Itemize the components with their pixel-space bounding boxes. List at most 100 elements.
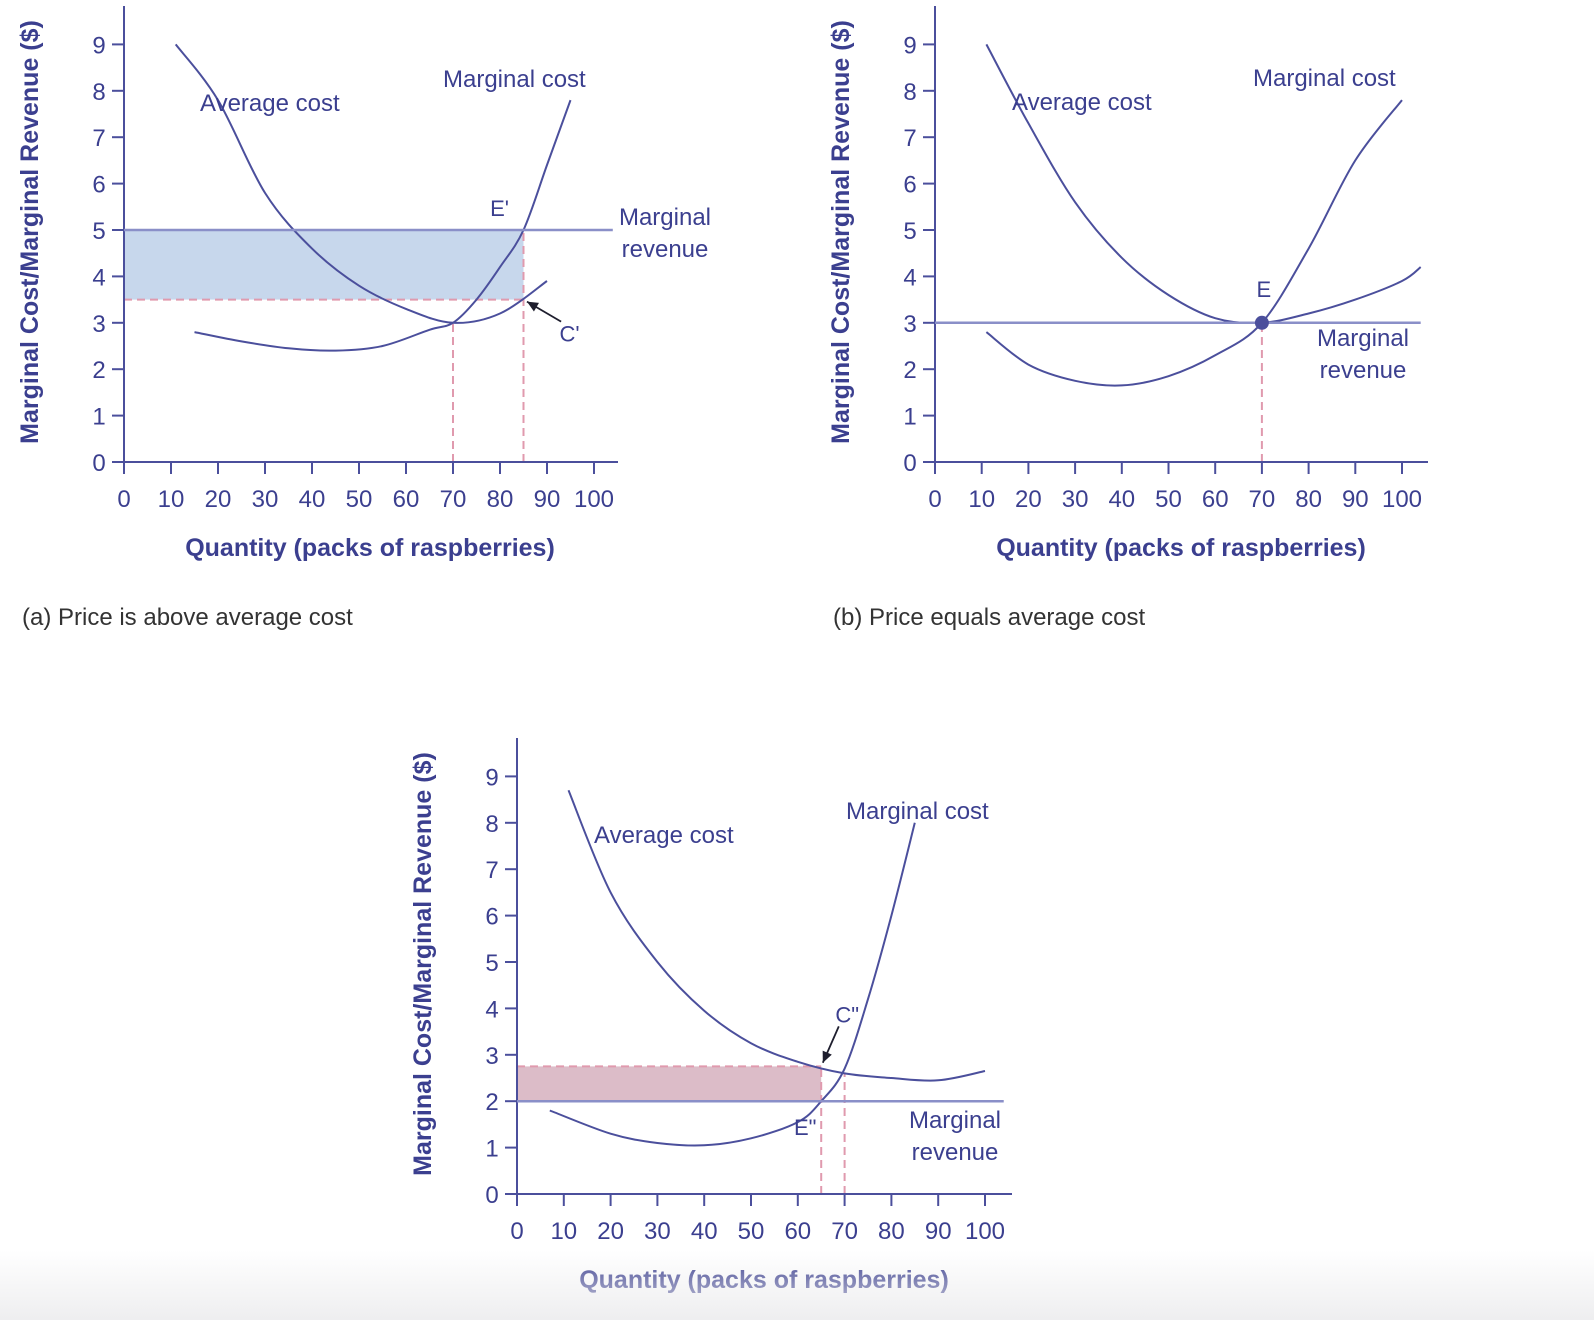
y-tick-label: 1 <box>485 1136 498 1163</box>
y-tick-label: 7 <box>903 125 916 152</box>
point-label: C" <box>835 1002 859 1027</box>
y-tick-label: 4 <box>903 264 916 291</box>
average-cost-curve <box>174 43 548 324</box>
profit-region <box>124 230 524 300</box>
x-tick-label: 50 <box>738 1218 765 1245</box>
x-tick-label: 100 <box>1382 486 1422 513</box>
x-tick-label: 10 <box>550 1218 577 1245</box>
y-tick-label: 6 <box>903 172 916 199</box>
x-tick-label: 50 <box>346 486 373 513</box>
x-tick-label: 30 <box>1062 486 1089 513</box>
point-label: C' <box>559 322 579 347</box>
x-tick-label: 20 <box>597 1218 624 1245</box>
y-tick-label: 9 <box>92 32 105 59</box>
y-tick-label: 1 <box>92 404 105 431</box>
point-label: E" <box>794 1115 816 1140</box>
y-tick-label: 3 <box>903 311 916 338</box>
y-tick-label: 2 <box>903 357 916 384</box>
x-tick-label: 60 <box>1202 486 1229 513</box>
arrow-head <box>822 1050 832 1063</box>
y-tick-label: 1 <box>903 404 916 431</box>
x-tick-label: 0 <box>510 1218 523 1245</box>
x-tick-label: 70 <box>1249 486 1276 513</box>
chart-caption: (a) Price is above average cost <box>22 604 353 631</box>
average-cost-curve <box>567 789 986 1082</box>
chart-b: 0 10 20 30 40 50 60 70 80 90 100 0 1 2 3 4 5 6 7 8 9 Quantity… <box>827 6 1428 631</box>
y-tick-label: 8 <box>485 811 498 838</box>
marginal-cost-label: Marginal cost <box>443 66 586 93</box>
y-tick-label: 8 <box>92 79 105 106</box>
x-axis-title: Quantity (packs of raspberries) <box>579 1266 949 1294</box>
y-tick-label: 5 <box>485 950 498 977</box>
average-cost-label: Average cost <box>200 90 340 117</box>
y-tick-label: 5 <box>903 218 916 245</box>
y-tick-label: 5 <box>92 218 105 245</box>
chart-c: 0 10 20 30 40 50 60 70 80 90 100 0 1 2 3 4 5 6 7 8 9 Quantity… <box>409 738 1012 1294</box>
y-axis-title: Marginal Cost/Marginal Revenue ($) <box>827 20 855 444</box>
y-tick-label: 0 <box>92 450 105 477</box>
average-cost-label: Average cost <box>1012 89 1152 116</box>
marginal-revenue-label: revenue <box>912 1139 999 1166</box>
marginal-cost-label: Marginal cost <box>1253 65 1396 92</box>
x-tick-label: 0 <box>117 486 130 513</box>
marginal-revenue-label: Marginal <box>619 204 711 231</box>
x-tick-label: 10 <box>158 486 185 513</box>
x-tick-label: 90 <box>925 1218 952 1245</box>
x-tick-label: 80 <box>1295 486 1322 513</box>
y-axis-title: Marginal Cost/Marginal Revenue ($) <box>409 752 437 1176</box>
average-cost-curve <box>985 43 1422 325</box>
y-tick-label: 7 <box>92 125 105 152</box>
x-axis-title: Quantity (packs of raspberries) <box>185 534 555 562</box>
x-tick-label: 70 <box>831 1218 858 1245</box>
average-cost-label: Average cost <box>594 822 734 849</box>
marginal-revenue-label: revenue <box>622 236 709 263</box>
marginal-revenue-label: Marginal <box>909 1107 1001 1134</box>
x-axis-title: Quantity (packs of raspberries) <box>996 534 1366 562</box>
y-axis-title: Marginal Cost/Marginal Revenue ($) <box>16 20 44 444</box>
y-tick-label: 0 <box>485 1182 498 1209</box>
chart-a: 0 10 20 30 40 50 60 70 80 90 100 0 1 2 3 4 5 6 7 8 9 Quantity… <box>16 6 711 631</box>
x-tick-label: 80 <box>878 1218 905 1245</box>
equilibrium-point-marker <box>1254 315 1269 330</box>
y-tick-label: 8 <box>903 79 916 106</box>
x-tick-label: 70 <box>440 486 467 513</box>
marginal-cost-curve <box>549 822 916 1147</box>
point-label: E <box>1257 277 1272 302</box>
y-tick-label: 4 <box>92 264 105 291</box>
y-tick-label: 0 <box>903 450 916 477</box>
x-tick-label: 20 <box>1015 486 1042 513</box>
point-label: E' <box>490 196 509 221</box>
x-tick-label: 80 <box>487 486 514 513</box>
x-tick-label: 100 <box>965 1218 1005 1245</box>
x-tick-label: 40 <box>299 486 326 513</box>
x-tick-label: 90 <box>1342 486 1369 513</box>
x-tick-label: 40 <box>691 1218 718 1245</box>
y-tick-label: 3 <box>92 311 105 338</box>
x-tick-label: 0 <box>928 486 941 513</box>
x-tick-label: 30 <box>252 486 279 513</box>
marginal-cost-curve <box>194 99 572 352</box>
x-tick-label: 90 <box>534 486 561 513</box>
chart-caption: (b) Price equals average cost <box>833 604 1145 631</box>
x-tick-label: 20 <box>205 486 232 513</box>
marginal-revenue-label: revenue <box>1320 357 1407 384</box>
y-tick-label: 2 <box>92 357 105 384</box>
x-tick-label: 60 <box>784 1218 811 1245</box>
y-tick-label: 2 <box>485 1089 498 1116</box>
x-tick-label: 10 <box>968 486 995 513</box>
marginal-cost-curve <box>985 99 1403 387</box>
y-tick-label: 7 <box>485 857 498 884</box>
y-tick-label: 9 <box>903 32 916 59</box>
x-tick-label: 100 <box>574 486 614 513</box>
y-tick-label: 6 <box>92 172 105 199</box>
x-tick-label: 40 <box>1108 486 1135 513</box>
loss-region <box>517 1066 822 1102</box>
marginal-cost-label: Marginal cost <box>846 798 989 825</box>
y-tick-label: 4 <box>485 996 498 1023</box>
x-tick-label: 60 <box>393 486 420 513</box>
y-tick-label: 3 <box>485 1043 498 1070</box>
x-tick-label: 30 <box>644 1218 671 1245</box>
x-tick-label: 50 <box>1155 486 1182 513</box>
arrow-head <box>526 301 539 312</box>
